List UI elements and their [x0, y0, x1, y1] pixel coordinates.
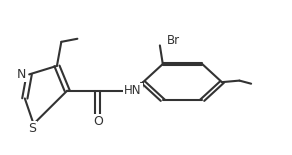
Text: HN: HN — [124, 84, 142, 97]
Text: O: O — [93, 115, 103, 128]
Text: N: N — [17, 68, 27, 81]
Text: Br: Br — [167, 34, 180, 47]
Text: S: S — [28, 122, 36, 135]
